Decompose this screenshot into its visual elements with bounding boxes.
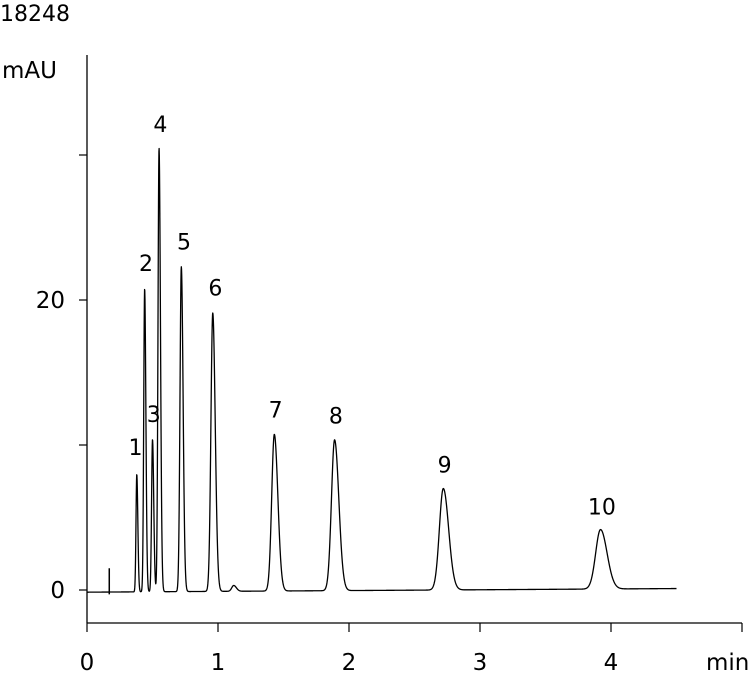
x-tick-label: 1: [211, 650, 226, 673]
figure-id: 18248: [0, 2, 70, 27]
x-ticks: 0 1 2 3 4: [80, 623, 743, 673]
y-tick-label: 20: [36, 288, 65, 314]
peak-label: 6: [208, 277, 222, 302]
x-tick-label: 4: [604, 650, 619, 673]
y-tick-label: 0: [50, 578, 65, 604]
peak-label: 2: [139, 252, 153, 277]
peak-label: 7: [269, 398, 283, 423]
peak-label: 10: [588, 496, 616, 521]
y-axis-label: mAU: [2, 58, 57, 84]
x-tick-label: 3: [473, 650, 488, 673]
x-tick-label: 0: [80, 650, 95, 673]
chromatogram-trace: [86, 147, 677, 593]
peak-labels: 1 2 3 4 56 7 8 9 10: [128, 113, 615, 521]
peak-label: 9: [438, 454, 452, 479]
peak-label: 3: [147, 403, 161, 428]
peak-label: 5: [177, 230, 191, 255]
x-axis-label: min: [706, 650, 749, 673]
peak-label: 8: [329, 404, 343, 429]
peak-label: 4: [153, 113, 167, 138]
peak-label: 1: [128, 436, 142, 461]
y-ticks: 0 20: [36, 154, 87, 604]
axes: [86, 55, 742, 624]
x-tick-label: 2: [342, 650, 357, 673]
